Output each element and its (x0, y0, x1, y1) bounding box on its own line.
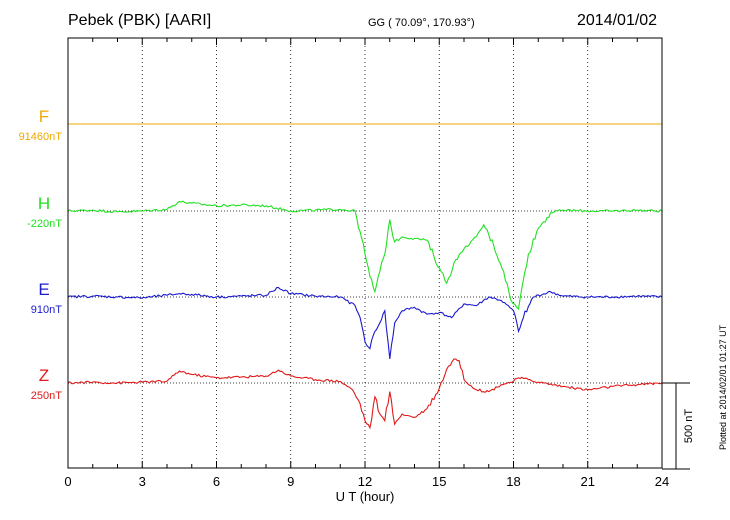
x-tick-label: 3 (139, 474, 146, 489)
series-line-e (67, 286, 663, 359)
scale-bar: 500 nT (662, 382, 695, 470)
series-name-f: F (39, 107, 49, 126)
x-tick-label: 15 (432, 474, 446, 489)
series-baseline-value-e: 910nT (31, 304, 62, 316)
date-label: 2014/01/02 (577, 12, 658, 29)
x-tick-label: 21 (581, 474, 595, 489)
x-tick-label: 6 (213, 474, 220, 489)
coordinates-label: GG ( 70.09°, 170.93°) (368, 17, 475, 29)
series-baseline-value-z: 250nT (31, 390, 62, 402)
series-labels: F 91460nT H -220nT E 910nT Z 250nT (19, 107, 63, 402)
series-traces (67, 123, 663, 430)
series-baseline-value-h: -220nT (27, 218, 62, 230)
chart-title: Pebek (PBK) [AARI] (68, 12, 212, 29)
series-name-z: Z (39, 366, 49, 385)
x-axis: 0 3 6 9 12 15 18 21 24 U T (hour) (64, 38, 669, 504)
series-line-z (67, 358, 663, 430)
series-name-h: H (38, 194, 50, 213)
x-tick-label: 9 (287, 474, 294, 489)
x-tick-label: 12 (358, 474, 372, 489)
series-line-h (67, 200, 663, 311)
x-axis-label: U T (hour) (336, 489, 395, 504)
series-name-e: E (38, 280, 49, 299)
series-baseline-value-f: 91460nT (19, 131, 63, 143)
x-tick-label: 24 (655, 474, 669, 489)
scale-bar-label: 500 nT (683, 409, 695, 444)
x-tick-label: 18 (506, 474, 520, 489)
x-tick-label: 0 (64, 474, 71, 489)
